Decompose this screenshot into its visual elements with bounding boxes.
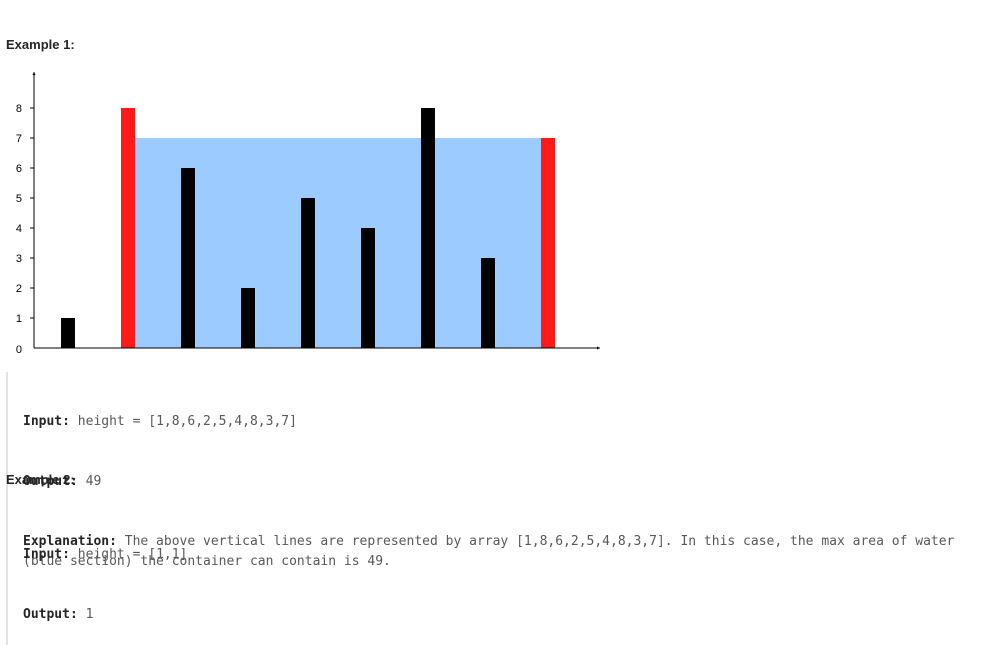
y-tick-label: 7 (16, 133, 22, 145)
y-tick-label: 2 (16, 283, 22, 295)
bar (481, 258, 495, 348)
input-line: Input: height = [1,8,6,2,5,4,8,3,7] (23, 412, 983, 432)
water-area (135, 138, 541, 348)
example-2-code-block: Input: height = [1,1] Output: 1 (6, 505, 623, 645)
y-tick-label: 3 (16, 253, 22, 265)
y-tick-label: 1 (16, 313, 22, 325)
bar (301, 198, 315, 348)
bar (241, 288, 255, 348)
output-line: Output: 1 (23, 605, 623, 625)
y-tick-label: 5 (16, 193, 22, 205)
output-label: Output: (23, 474, 78, 489)
bar (61, 318, 75, 348)
bar (361, 228, 375, 348)
output-line: Output: 49 (23, 472, 983, 492)
output-label: Output: (23, 607, 78, 622)
explanation-label: Explanation: (23, 534, 117, 549)
input-label: Input: (23, 414, 70, 429)
input-line: Input: height = [1,1] (23, 545, 623, 565)
y-tick-label: 0 (16, 344, 22, 356)
container-chart: 0 1 2 3 4 5 6 7 8 (16, 72, 600, 356)
input-label: Input: (23, 547, 70, 562)
output-value: 49 (85, 474, 102, 489)
highlighted-bar (541, 138, 555, 348)
highlighted-bar (121, 108, 135, 348)
y-axis-arrow (32, 72, 36, 75)
bar (181, 168, 195, 348)
example-2-heading: Example 2: (6, 472, 75, 487)
input-value: height = [1,8,6,2,5,4,8,3,7] (77, 414, 297, 429)
y-tick-label: 4 (16, 223, 22, 235)
y-tick-label: 8 (16, 103, 22, 115)
bar (421, 108, 435, 348)
output-value: 1 (85, 607, 94, 622)
example-1-code-block: Input: height = [1,8,6,2,5,4,8,3,7] Outp… (6, 372, 983, 592)
x-axis-arrow (597, 346, 600, 350)
input-value: height = [1,1] (77, 547, 188, 562)
example-1-heading: Example 1: (6, 37, 75, 52)
y-tick-label: 6 (16, 163, 22, 175)
